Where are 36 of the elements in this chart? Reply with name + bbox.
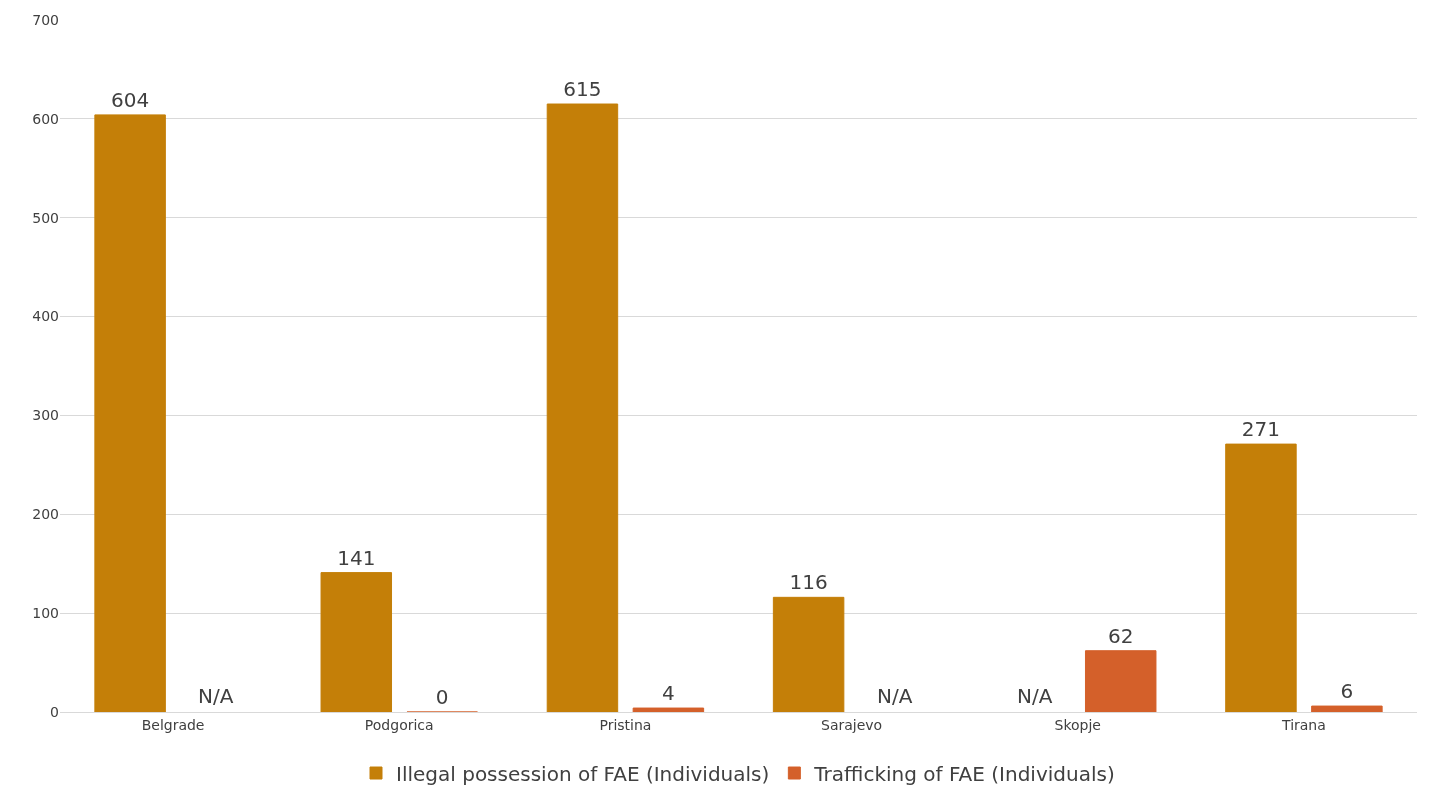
legend-label: Illegal possession of FAE (Individuals)	[396, 761, 770, 786]
y-tick-label: 600	[32, 110, 59, 127]
bar	[320, 572, 393, 712]
bar	[94, 114, 166, 712]
data-label: 116	[789, 570, 828, 595]
data-label: 604	[111, 87, 150, 112]
bar	[1225, 443, 1297, 712]
x-tick-label: Sarajevo	[821, 716, 883, 733]
text: N/A	[877, 684, 913, 708]
y-tick-label: 400	[32, 308, 59, 325]
data-label: 271	[1241, 417, 1281, 442]
x-tick-label: Belgrade	[141, 716, 205, 733]
y-tick-label: 100	[32, 605, 59, 622]
data-label: 4	[662, 681, 675, 706]
y-tick-label: 200	[32, 506, 59, 523]
data-label: 62	[1107, 623, 1134, 648]
data-label: 0	[435, 685, 449, 709]
bar	[632, 707, 705, 712]
text: N/A	[1017, 684, 1053, 708]
x-tick-label: Podgorica	[364, 716, 434, 733]
legend-label: Trafficking of FAE (Individuals)	[813, 761, 1115, 786]
x-tick-label: Skopje	[1054, 716, 1101, 733]
bar	[546, 103, 619, 712]
data-label: 615	[563, 77, 602, 102]
y-tick-label: 700	[32, 11, 59, 28]
text: N/A	[198, 684, 234, 708]
y-tick-label: 0	[50, 703, 59, 720]
y-tick-label: 300	[32, 407, 59, 424]
x-tick-label: Tirana	[1281, 716, 1326, 733]
y-tick-label: 500	[32, 209, 59, 226]
data-label: 6	[1340, 679, 1354, 704]
bar	[1084, 650, 1157, 712]
x-tick-label: Pristina	[599, 716, 652, 733]
bar	[772, 596, 845, 712]
bar	[1311, 705, 1383, 712]
data-label: 141	[337, 545, 376, 570]
